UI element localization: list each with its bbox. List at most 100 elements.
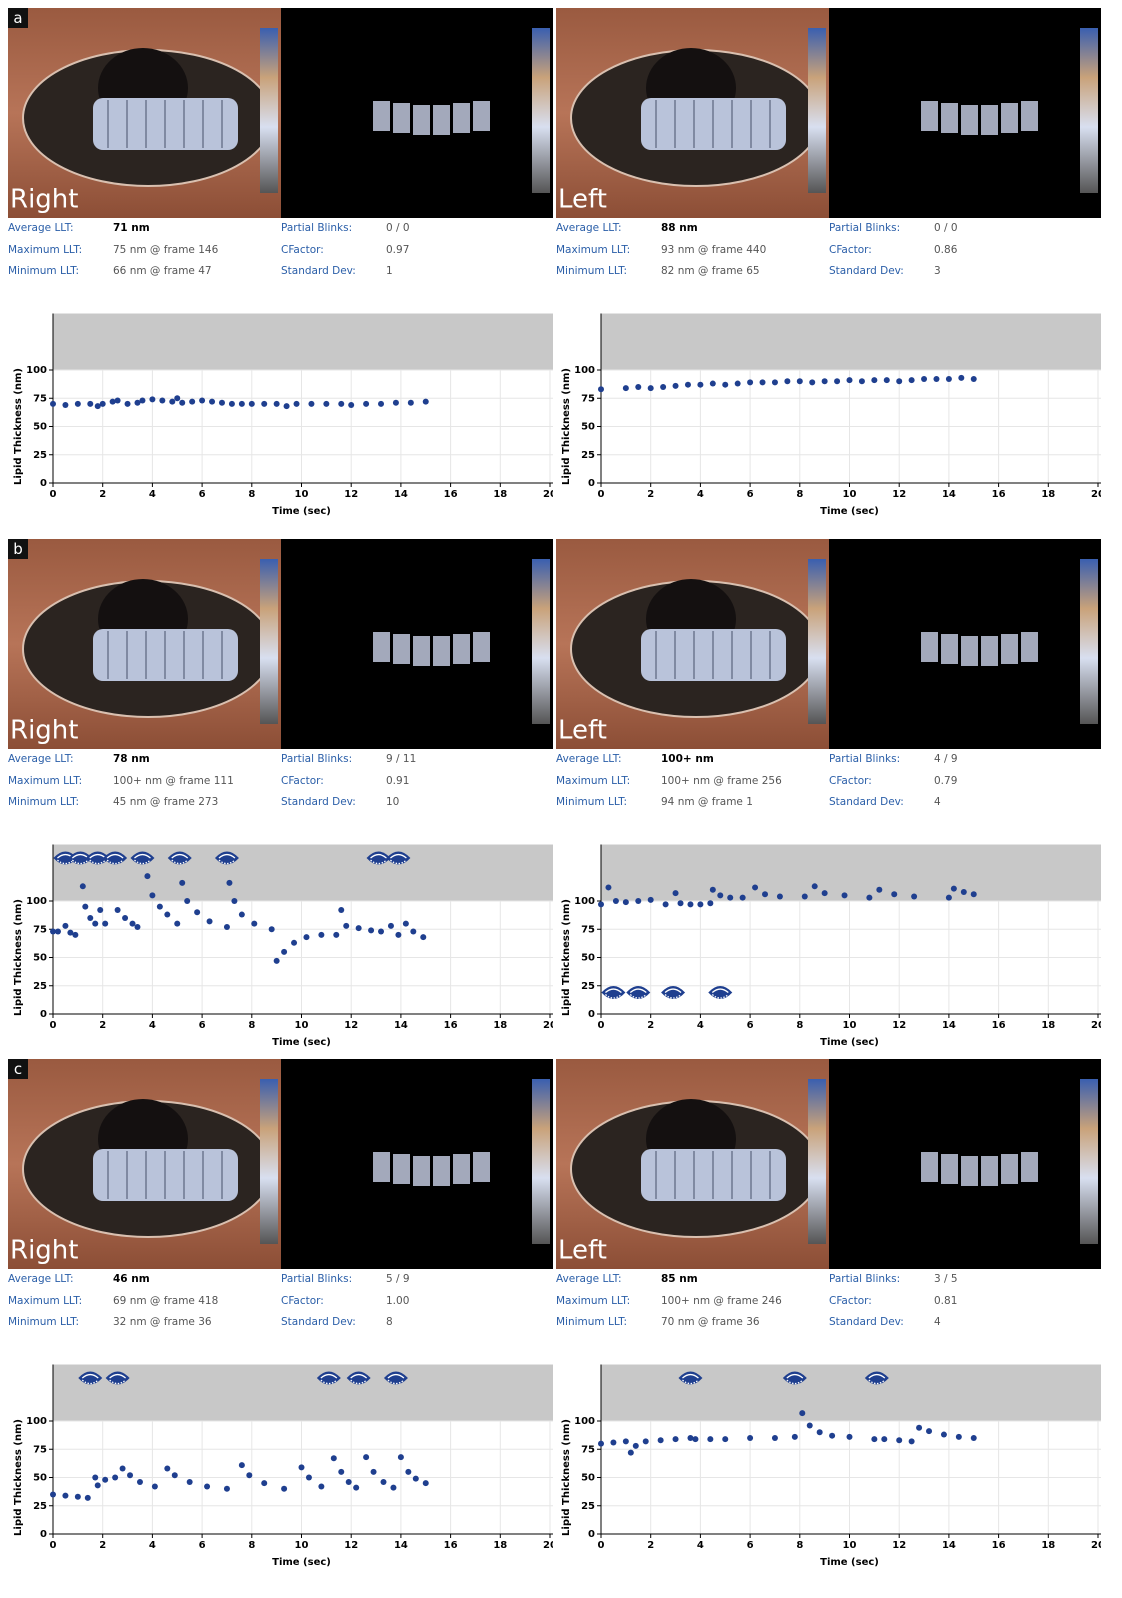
- x-tick-label: 2: [99, 1020, 106, 1031]
- lipid-block: [473, 632, 490, 662]
- data-point: [179, 880, 185, 886]
- stat-label: Standard Dev:: [829, 796, 904, 808]
- data-point: [707, 1436, 713, 1442]
- data-point: [209, 399, 215, 405]
- data-point: [239, 1462, 245, 1468]
- stat-label: Standard Dev:: [281, 265, 356, 277]
- x-tick-label: 4: [149, 489, 156, 500]
- data-point: [174, 395, 180, 401]
- data-point: [423, 1480, 429, 1486]
- stat-value: 70 nm @ frame 36: [661, 1316, 760, 1328]
- x-tick-label: 6: [199, 489, 206, 500]
- y-tick-label: 0: [588, 478, 595, 489]
- data-point: [231, 898, 237, 904]
- data-point: [685, 382, 691, 388]
- data-point: [408, 400, 414, 406]
- data-point: [635, 384, 641, 390]
- data-point: [393, 400, 399, 406]
- y-tick-label: 0: [588, 1009, 595, 1020]
- data-point: [812, 883, 818, 889]
- stat-label: Minimum LLT:: [8, 265, 79, 277]
- data-point: [226, 880, 232, 886]
- y-tick-label: 75: [33, 1444, 47, 1455]
- lipid-block: [921, 101, 938, 131]
- x-tick-label: 10: [295, 1540, 309, 1551]
- stat-label: Minimum LLT:: [556, 265, 627, 277]
- data-point: [251, 921, 257, 927]
- data-point: [740, 895, 746, 901]
- data-point: [284, 403, 290, 409]
- x-tick-label: 20: [543, 1020, 553, 1031]
- data-point: [807, 1423, 813, 1429]
- lipid-block: [941, 634, 958, 664]
- data-point: [187, 1479, 193, 1485]
- data-point: [261, 401, 267, 407]
- data-point: [115, 398, 121, 404]
- x-tick-label: 18: [493, 489, 507, 500]
- data-point: [149, 892, 155, 898]
- stat-value: 0.97: [386, 244, 409, 256]
- stat-value: 45 nm @ frame 273: [113, 796, 218, 808]
- data-point: [246, 1472, 252, 1478]
- y-tick-label: 100: [26, 896, 47, 907]
- stat-label: Partial Blinks:: [829, 222, 900, 234]
- x-tick-label: 8: [248, 1020, 255, 1031]
- data-point: [331, 1455, 337, 1461]
- x-tick-label: 14: [942, 489, 956, 500]
- lipid-block: [413, 636, 430, 666]
- data-point: [946, 895, 952, 901]
- lipid-block: [393, 634, 410, 664]
- data-point: [174, 921, 180, 927]
- lipid-block: [393, 1154, 410, 1184]
- stat-label: Minimum LLT:: [8, 796, 79, 808]
- y-axis-label: Lipid Thickness (nm): [561, 1419, 572, 1536]
- stat-value: 69 nm @ frame 418: [113, 1295, 218, 1307]
- lipid-block: [941, 1154, 958, 1184]
- data-point: [648, 385, 654, 391]
- stat-value: 5 / 9: [386, 1273, 410, 1285]
- x-tick-label: 18: [1041, 489, 1055, 500]
- y-tick-label: 0: [40, 1529, 47, 1540]
- data-point: [207, 918, 213, 924]
- stat-value: 100+ nm @ frame 256: [661, 775, 782, 787]
- stat-value: 1.00: [386, 1295, 409, 1307]
- x-tick-label: 14: [394, 1540, 408, 1551]
- data-point: [363, 401, 369, 407]
- x-tick-label: 6: [199, 1540, 206, 1551]
- color-bar: [808, 559, 826, 724]
- stat-value: 3: [934, 265, 941, 277]
- data-point: [809, 379, 815, 385]
- eye-side: Right: [10, 185, 78, 215]
- eye-panel: RightAverage LLT:46 nmPartial Blinks:5 /…: [8, 1059, 553, 1579]
- data-point: [896, 378, 902, 384]
- data-point: [85, 1495, 91, 1501]
- y-tick-label: 100: [574, 365, 595, 376]
- data-point: [673, 1436, 679, 1442]
- stat-label: Partial Blinks:: [829, 1273, 900, 1285]
- data-point: [239, 401, 245, 407]
- data-point: [299, 1464, 305, 1470]
- data-point: [125, 401, 131, 407]
- stat-label: Average LLT:: [8, 1273, 74, 1285]
- data-point: [971, 376, 977, 382]
- data-point: [164, 912, 170, 918]
- stat-value: 0.79: [934, 775, 957, 787]
- data-point: [623, 1438, 629, 1444]
- x-tick-label: 6: [199, 1020, 206, 1031]
- lipid-block: [433, 1156, 450, 1186]
- data-point: [772, 1435, 778, 1441]
- lipid-block: [373, 101, 390, 131]
- data-point: [100, 401, 106, 407]
- eye-side: Right: [10, 716, 78, 746]
- data-point: [378, 929, 384, 935]
- data-point: [50, 401, 56, 407]
- data-point: [127, 1472, 133, 1478]
- x-tick-label: 6: [747, 1020, 754, 1031]
- y-tick-label: 25: [33, 1501, 47, 1512]
- lipid-block: [981, 1156, 998, 1186]
- data-point: [398, 1454, 404, 1460]
- data-point: [219, 400, 225, 406]
- data-point: [961, 889, 967, 895]
- x-tick-label: 20: [543, 489, 553, 500]
- data-point: [149, 396, 155, 402]
